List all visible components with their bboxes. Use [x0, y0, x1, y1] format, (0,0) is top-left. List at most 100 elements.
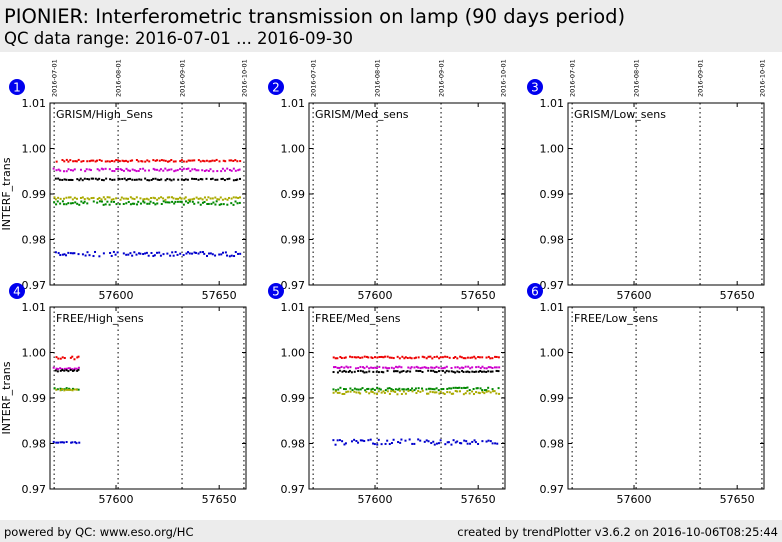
data-point	[131, 202, 134, 205]
data-point	[164, 159, 167, 162]
data-point	[92, 200, 95, 203]
data-point	[344, 356, 347, 359]
date-marker-label: 2016-07-01	[51, 59, 59, 97]
data-point	[343, 366, 346, 369]
data-point	[52, 167, 55, 170]
data-point	[179, 160, 182, 163]
data-point	[226, 167, 229, 170]
data-point	[203, 170, 206, 173]
data-point	[127, 253, 130, 256]
data-point	[108, 196, 111, 199]
date-marker-label: 2016-10-01	[499, 59, 507, 97]
data-point	[115, 168, 118, 171]
data-point	[464, 365, 467, 368]
data-point	[456, 386, 459, 389]
data-point	[235, 179, 238, 182]
data-point	[460, 442, 463, 445]
data-point	[125, 253, 128, 256]
data-point	[159, 168, 162, 171]
data-point	[355, 391, 358, 394]
data-point	[168, 178, 171, 181]
data-point	[207, 202, 210, 205]
data-point	[394, 390, 397, 393]
data-point	[126, 160, 129, 163]
data-point	[120, 168, 123, 171]
data-point	[89, 169, 92, 172]
data-point	[101, 178, 104, 181]
data-point	[345, 391, 348, 394]
data-point	[122, 197, 125, 200]
page-header: PIONIER: Interferometric transmission on…	[0, 0, 782, 52]
data-point	[152, 177, 155, 180]
data-point	[216, 198, 219, 201]
data-point	[102, 252, 105, 255]
data-point	[108, 160, 111, 163]
data-point	[131, 178, 134, 181]
data-point	[361, 370, 364, 373]
data-point	[386, 387, 389, 390]
data-point	[191, 177, 194, 180]
data-point	[392, 389, 395, 392]
data-point	[343, 356, 346, 359]
data-point	[202, 159, 205, 162]
data-point	[332, 391, 335, 394]
data-point	[375, 370, 378, 373]
data-point	[357, 391, 360, 394]
data-point	[73, 168, 76, 171]
date-marker-label: 2016-08-01	[115, 59, 123, 97]
data-point	[177, 197, 180, 200]
data-point	[439, 356, 442, 359]
data-point	[479, 387, 482, 390]
date-marker-label: 2016-10-01	[240, 59, 248, 97]
data-point	[400, 370, 403, 373]
data-point	[472, 388, 475, 391]
data-point	[363, 440, 366, 443]
data-point	[189, 170, 192, 173]
data-point	[71, 178, 74, 181]
data-point	[120, 196, 123, 199]
x-tick-label: 57600	[617, 493, 652, 506]
data-point	[459, 442, 462, 445]
y-tick-label: 0.99	[540, 392, 565, 405]
data-point	[400, 393, 403, 396]
data-point	[205, 169, 208, 172]
data-point	[79, 196, 82, 199]
data-point	[458, 367, 461, 370]
data-point	[390, 356, 393, 359]
y-tick-label: 1.00	[281, 347, 306, 360]
data-point	[61, 369, 64, 372]
data-point	[439, 439, 442, 442]
data-point	[440, 367, 443, 370]
y-tick-label: 0.99	[281, 188, 306, 201]
data-point	[445, 369, 448, 372]
y-tick-label: 0.99	[281, 392, 306, 405]
data-point	[421, 389, 424, 392]
data-point	[359, 369, 362, 372]
data-point	[180, 197, 183, 200]
data-point	[363, 367, 366, 370]
data-point	[336, 391, 339, 394]
data-point	[354, 367, 357, 370]
data-point	[454, 366, 457, 369]
x-tick-label: 57650	[202, 493, 237, 506]
data-point	[201, 198, 204, 201]
data-point	[148, 179, 151, 182]
data-point	[113, 178, 116, 181]
data-point	[201, 201, 204, 204]
y-tick-label: 0.98	[540, 234, 565, 247]
data-point	[143, 201, 146, 204]
data-point	[334, 443, 337, 446]
data-point	[398, 365, 401, 368]
data-point	[54, 251, 57, 254]
data-point	[388, 392, 391, 395]
data-point	[71, 252, 74, 255]
data-point	[494, 442, 497, 445]
panel-label: GRISM/Low_sens	[574, 108, 666, 121]
data-point	[452, 386, 455, 389]
data-point	[156, 159, 159, 162]
data-point	[413, 357, 416, 360]
footer-powered-by: powered by QC: www.eso.org/HC	[4, 525, 194, 539]
data-point	[112, 200, 115, 203]
data-point	[150, 251, 153, 254]
panel-number: 6	[531, 285, 539, 299]
